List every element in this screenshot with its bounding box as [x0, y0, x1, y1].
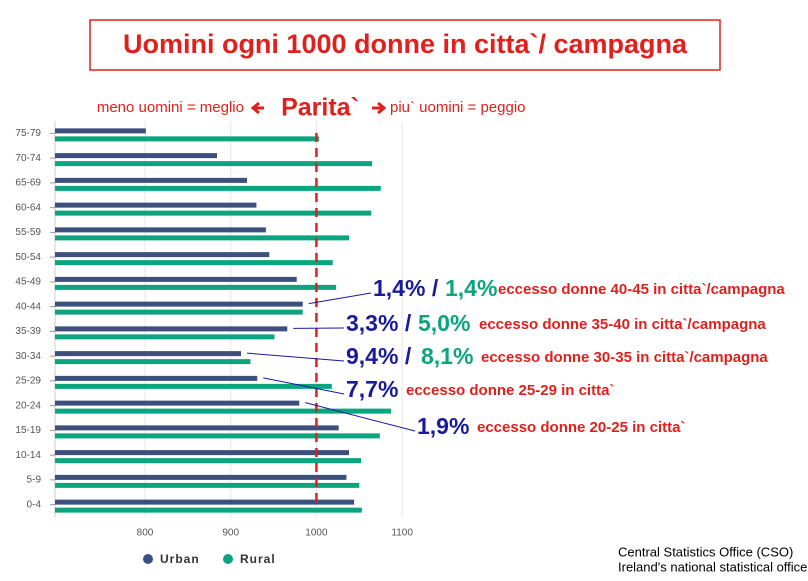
- y-tick-label: 40-44: [15, 301, 41, 312]
- leader-line: [263, 377, 345, 395]
- legend-label: Rural: [240, 552, 276, 566]
- bar: [55, 433, 380, 439]
- bar: [55, 284, 337, 290]
- annotation-text: eccesso donne 35-40 in citta`/campagna: [479, 316, 766, 333]
- bar: [55, 334, 275, 340]
- bar: [55, 210, 372, 216]
- leader-line: [308, 292, 372, 305]
- y-tick-label: 60-64: [15, 202, 41, 213]
- leader-line: [246, 352, 345, 362]
- bar: [55, 482, 360, 488]
- bar: [55, 507, 362, 513]
- annotation-urban: 9,4% /: [346, 343, 412, 369]
- y-tick-label: 75-79: [15, 128, 41, 139]
- leader-line: [305, 402, 416, 432]
- bar: [55, 351, 241, 357]
- y-tick-label: 0-4: [27, 499, 42, 510]
- bar: [55, 425, 339, 431]
- bar: [55, 227, 266, 233]
- annotation-urban: 3,3% /: [346, 310, 412, 336]
- bar: [55, 260, 333, 266]
- annotation-text: eccesso donne 30-35 in citta`/campagna: [481, 349, 768, 366]
- bar: [55, 202, 257, 208]
- annotation-urban: 1,9%: [417, 413, 469, 439]
- bar: [55, 161, 373, 167]
- y-tick-label: 45-49: [15, 277, 41, 288]
- y-tick-label: 65-69: [15, 178, 41, 189]
- bar: [55, 359, 251, 365]
- source-line: Central Statistics Office (CSO): [618, 544, 793, 559]
- y-tick-label: 70-74: [15, 153, 41, 164]
- legend-marker: [223, 554, 233, 564]
- bar: [55, 499, 355, 505]
- bar: [55, 383, 332, 389]
- bar: [55, 136, 319, 142]
- bar: [55, 235, 349, 241]
- y-tick-label: 5-9: [27, 475, 42, 486]
- bar: [55, 128, 146, 134]
- bar: [55, 326, 288, 332]
- bar: [55, 252, 270, 258]
- annotation-text: eccesso donne 20-25 in citta`: [477, 419, 685, 436]
- bar: [55, 400, 300, 406]
- y-tick-label: 50-54: [15, 252, 41, 263]
- bar: [55, 309, 303, 315]
- bar: [55, 276, 297, 282]
- bar: [55, 450, 349, 456]
- bar: [55, 375, 258, 381]
- x-tick-label: 1000: [305, 528, 328, 539]
- bar: [55, 153, 217, 159]
- y-tick-label: 10-14: [15, 450, 41, 461]
- annotation-rural: 8,1%: [421, 343, 473, 369]
- annotation-urban: 1,4% /: [373, 275, 439, 301]
- subtitle-right: piu` uomini = peggio: [390, 99, 526, 116]
- legend-marker: [143, 554, 153, 564]
- source: Central Statistics Office (CSO) Ireland'…: [618, 544, 807, 574]
- source-line: Ireland's national statistical office: [618, 559, 807, 574]
- y-tick-label: 20-24: [15, 400, 41, 411]
- y-tick-label: 25-29: [15, 376, 41, 387]
- bar: [55, 301, 303, 307]
- subtitle-left: meno uomini = meglio: [97, 99, 244, 116]
- x-tick-label: 900: [222, 528, 239, 539]
- y-tick-label: 55-59: [15, 227, 41, 238]
- x-tick-label: 800: [137, 528, 154, 539]
- annotation-text: eccesso donne 25-29 in citta`: [406, 382, 614, 399]
- title-box: [89, 19, 721, 71]
- arrow-right: [372, 101, 387, 115]
- x-tick-label: 1100: [391, 528, 413, 539]
- bar: [55, 474, 347, 480]
- subtitle-center: Parita`: [281, 94, 359, 122]
- bar: [55, 185, 381, 191]
- bar: [55, 408, 391, 414]
- annotation-rural: 1,4%: [445, 275, 497, 301]
- annotation-urban: 7,7%: [346, 376, 398, 402]
- legend-label: Urban: [160, 552, 200, 566]
- y-tick-label: 30-34: [15, 351, 41, 362]
- y-tick-label: 35-39: [15, 326, 41, 337]
- y-tick-label: 15-19: [15, 425, 41, 436]
- annotation-rural: 5,0%: [418, 310, 470, 336]
- bar: [55, 458, 361, 464]
- arrow-left: [250, 101, 264, 115]
- annotation-text: eccesso donne 40-45 in citta`/campagna: [498, 281, 785, 298]
- chart-title: Uomini ogni 1000 donne in citta`/ campag…: [123, 29, 688, 59]
- bar: [55, 177, 247, 183]
